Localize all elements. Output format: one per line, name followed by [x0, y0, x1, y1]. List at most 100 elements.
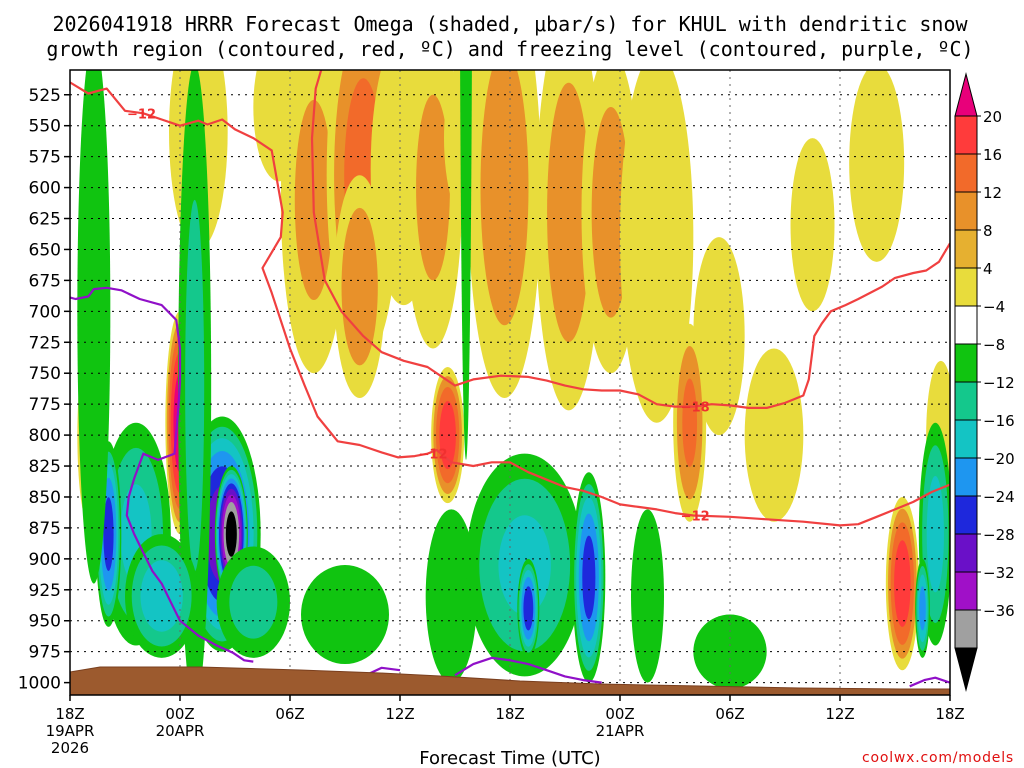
x-tick-label-30-1: 21APR [596, 722, 645, 740]
y-tick-label-900: 900 [29, 550, 61, 570]
colorbar-swatch-0 [954, 115, 978, 155]
omega-level-8 [341, 207, 378, 366]
colorbar-swatch-12 [954, 571, 978, 611]
dgz-line-0 [70, 81, 950, 527]
colorbar-label-7: −12 [983, 374, 1015, 392]
x-tick-label-24-0: 18Z [495, 705, 524, 723]
omega-level--12 [926, 475, 944, 593]
y-tick-label-950: 950 [29, 612, 61, 632]
colorbar-swatch-13 [954, 609, 978, 649]
colorbar-swatch-6 [954, 343, 978, 383]
omega-level--12 [140, 560, 183, 632]
omega-cell-31 [301, 565, 389, 665]
omega-cell-21 [885, 496, 919, 671]
colorbar: 20 16 12 8 4 −4 −8 −12 −16 −20 −24 −28 −32 −36 [954, 72, 1015, 692]
colorbar-label-8: −16 [983, 412, 1015, 430]
omega-level-8 [416, 94, 450, 281]
omega-cell-12 [693, 237, 745, 436]
omega-level-8 [480, 70, 529, 326]
x-tick-label-42-0: 12Z [825, 705, 854, 723]
colorbar-label-11: −28 [983, 526, 1015, 544]
colorbar-swatch-5 [954, 305, 978, 345]
y-tick-label-600: 600 [29, 179, 61, 199]
omega-cell-39 [918, 422, 950, 646]
freezing-line-2 [454, 656, 602, 684]
colorbar-swatch-3 [954, 229, 978, 269]
colorbar-top-arrow [954, 72, 978, 117]
colorbar-swatch-9 [954, 457, 978, 497]
colorbar-bottom-arrow [954, 647, 978, 692]
omega-level--4 [301, 565, 389, 665]
omega-level-16 [439, 401, 456, 470]
y-tick-label-750: 750 [29, 364, 61, 384]
x-tick-label-18-0: 12Z [385, 705, 414, 723]
y-tick-label-675: 675 [29, 271, 61, 291]
omega-cell-30 [216, 546, 290, 658]
y-tick-label-725: 725 [29, 333, 61, 353]
omega-level-16 [894, 540, 911, 627]
y-tick-label-625: 625 [29, 210, 61, 230]
x-tick-label-36-0: 06Z [715, 705, 744, 723]
y-tick-label-700: 700 [29, 302, 61, 322]
y-tick-label-550: 550 [29, 117, 61, 137]
omega-level--36 [225, 511, 237, 557]
x-tick-label-0-1: 19APR [46, 722, 95, 740]
omega-cell-11 [620, 70, 694, 423]
colorbar-swatch-1 [954, 153, 978, 193]
chart-title-line-2: growth region (contoured, red, ºC) and f… [46, 37, 973, 61]
omega-level-4 [693, 237, 745, 436]
colorbar-swatch-11 [954, 533, 978, 573]
colorbar-swatch-4 [954, 267, 978, 307]
x-tick-label-12-0: 06Z [275, 705, 304, 723]
omega-level--20 [582, 535, 596, 620]
colorbar-label-3: 8 [983, 222, 993, 240]
colorbar-label-13: −36 [983, 602, 1015, 620]
colorbar-label-12: −32 [983, 564, 1015, 582]
y-tick-label-875: 875 [29, 519, 61, 539]
omega-cell-25 [178, 70, 212, 695]
y-tick-label-850: 850 [29, 488, 61, 508]
omega-cell-32 [425, 509, 478, 683]
omega-level--20 [103, 497, 114, 571]
colorbar-label-4: 4 [983, 260, 993, 278]
colorbar-label-10: −24 [983, 488, 1015, 506]
colorbar-label-5: −4 [983, 298, 1005, 316]
omega-cell-13 [744, 348, 804, 522]
plot-area: −12 −12 −18 −12 [70, 70, 950, 695]
y-tick-label-925: 925 [29, 581, 61, 601]
omega-level--4 [460, 70, 472, 460]
omega-shading [77, 70, 950, 695]
colorbar-label-1: 16 [983, 146, 1002, 164]
omega-cell-28 [77, 70, 111, 584]
omega-cell-24 [214, 466, 248, 603]
colorbar-swatch-2 [954, 191, 978, 231]
x-tick-label-6-0: 00Z [165, 705, 194, 723]
freezing-line-3 [909, 676, 950, 688]
y-tick-label-975: 975 [29, 643, 61, 663]
omega-cell-36 [460, 70, 472, 460]
omega-cell-15 [849, 70, 905, 262]
credit-text: coolwx.com/models [862, 750, 1014, 766]
colorbar-swatch-8 [954, 419, 978, 459]
x-tick-label-30-0: 00Z [605, 705, 634, 723]
y-tick-label-775: 775 [29, 395, 61, 415]
omega-cell-37 [631, 509, 664, 683]
dgz-label-1: −12 [419, 448, 448, 463]
omega-level-4 [849, 70, 905, 262]
omega-level--4 [77, 70, 111, 584]
y-tick-label-800: 800 [29, 426, 61, 446]
omega-level-4 [744, 348, 804, 522]
omega-level-8 [547, 82, 591, 342]
omega-level-4 [620, 70, 694, 423]
colorbar-swatch-7 [954, 381, 978, 421]
omega-level--4 [631, 509, 664, 683]
omega-level-12 [682, 378, 698, 468]
dgz-line-1 [310, 70, 950, 409]
x-axis-title: Forecast Time (UTC) [419, 748, 600, 768]
x-tick-label-0-0: 18Z [55, 705, 84, 723]
colorbar-swatch-10 [954, 495, 978, 535]
omega-cell-16 [431, 367, 465, 504]
chart-title-line-1: 2026041918 HRRR Forecast Omega (shaded, … [52, 12, 968, 36]
omega-cell-34 [517, 558, 540, 658]
freezing-line-0 [70, 286, 254, 663]
